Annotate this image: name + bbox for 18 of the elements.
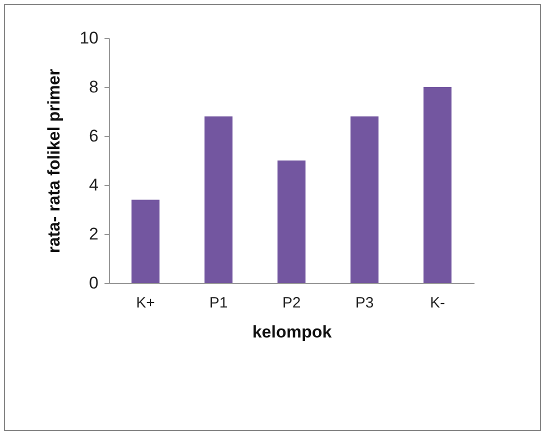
bar bbox=[278, 160, 306, 283]
x-tick-label: P3 bbox=[355, 294, 374, 312]
bar bbox=[350, 116, 378, 283]
y-tick-label: 4 bbox=[89, 176, 98, 194]
y-tick-label: 0 bbox=[89, 274, 98, 292]
y-tick-label: 10 bbox=[80, 28, 98, 48]
x-tick-label: K+ bbox=[136, 294, 156, 312]
bar bbox=[132, 200, 160, 283]
bar bbox=[424, 87, 452, 283]
y-axis-title: rata- rata folikel primer bbox=[44, 68, 64, 254]
y-tick-label: 2 bbox=[89, 224, 98, 244]
x-tick-label: K- bbox=[430, 294, 446, 312]
y-tick-label: 6 bbox=[89, 126, 98, 146]
x-tick-label: P1 bbox=[209, 294, 228, 312]
y-tick-label: 8 bbox=[89, 78, 98, 96]
bar bbox=[204, 116, 232, 283]
x-tick-label: P2 bbox=[282, 294, 301, 312]
x-axis-title: kelompok bbox=[252, 322, 332, 342]
